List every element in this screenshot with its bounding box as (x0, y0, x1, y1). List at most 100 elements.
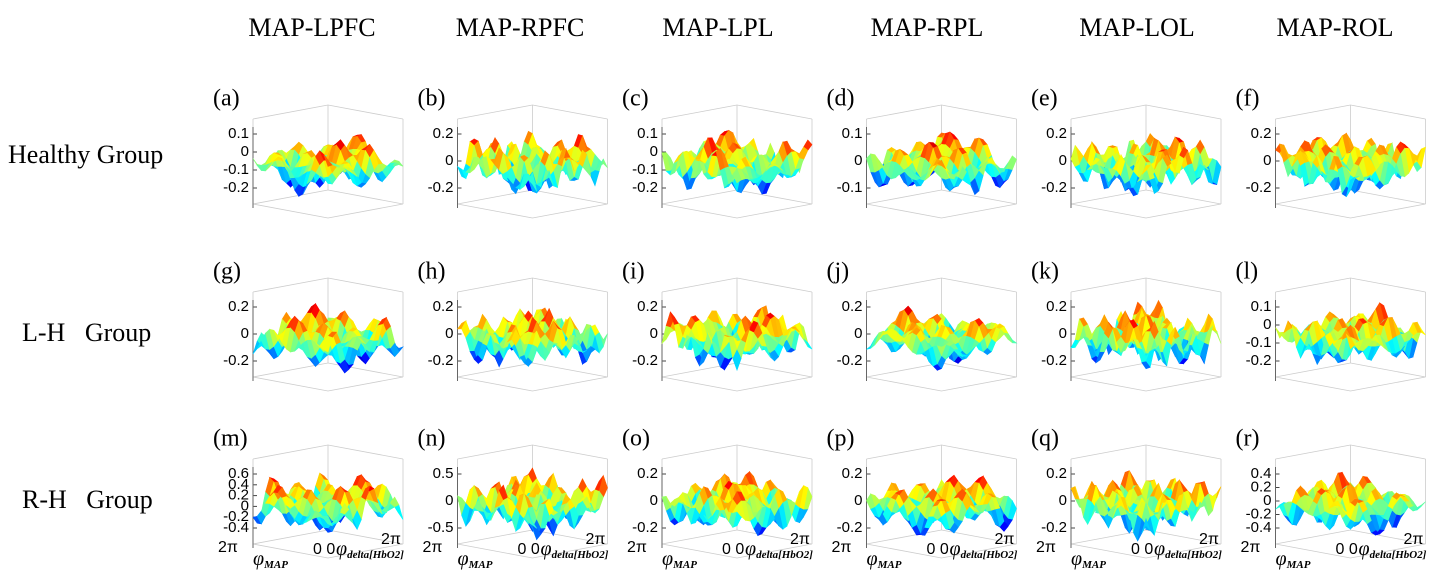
box-edge (1071, 278, 1146, 292)
z-tick-label: 0.2 (433, 125, 454, 142)
panel: (h)0.20-0.2 (418, 259, 608, 392)
column-header: MAP-LPL (662, 13, 773, 42)
z-tick-label: -0.2 (1041, 179, 1067, 196)
axis-label: φMAP (253, 548, 288, 571)
column-header: MAP-RPL (871, 13, 984, 42)
panel-letter: (n) (418, 426, 446, 452)
panel-letter: (j) (827, 259, 850, 285)
box-edge (1146, 278, 1221, 292)
z-tick-label: 0 (650, 492, 658, 509)
column-header: MAP-ROL (1276, 13, 1393, 42)
column-header: MAP-RPFC (456, 13, 585, 42)
z-tick-label: 0.2 (1046, 298, 1067, 315)
box-edge (942, 105, 1017, 119)
box-edge (1276, 363, 1351, 377)
panel-letter: (g) (213, 259, 241, 285)
panel-letter: (c) (622, 86, 649, 112)
box-edge (1071, 377, 1146, 391)
axis-end-label: 2π (381, 531, 401, 548)
box-edge (1146, 204, 1221, 218)
panel: (j)0.20-0.2 (827, 259, 1017, 392)
box-edge (1146, 377, 1221, 391)
z-tick-label: -0.2 (428, 179, 454, 196)
box-edge (1351, 278, 1426, 292)
box-edge (533, 278, 608, 292)
box-edge (253, 445, 328, 459)
axis-subscript: MAP (468, 559, 493, 571)
box-edge (737, 278, 812, 292)
column-header: MAP-LPFC (248, 13, 375, 42)
panel: (d)0.10-0.1 (827, 86, 1017, 219)
panel-letter: (e) (1031, 86, 1058, 112)
panel-letter: (h) (418, 259, 446, 285)
panel-letter: (l) (1236, 259, 1259, 285)
axis-symbol: φ (253, 548, 264, 570)
column-header: MAP-LOL (1079, 13, 1195, 42)
z-tick-label: 0 (241, 325, 249, 342)
box-edge (662, 204, 737, 218)
panel-letter: (m) (213, 426, 248, 452)
box-edge (867, 377, 942, 391)
z-tick-label: 0 (445, 152, 453, 169)
panel: (n)0.50-0.52πφMAP0 0φdelta[HbO2]2π (418, 426, 609, 571)
box-edge (328, 445, 403, 459)
box-edge (867, 278, 942, 292)
panel: (i)0.20-0.2 (622, 259, 812, 392)
box-edge (328, 204, 403, 218)
z-tick-label: 0.2 (842, 298, 863, 315)
z-tick-label: 0.1 (637, 125, 658, 142)
box-edge (1276, 377, 1351, 391)
box-edge (737, 377, 812, 391)
panel: (f)0.20-0.2 (1236, 86, 1426, 219)
z-tick-label: -0.1 (837, 179, 863, 196)
box-edge (253, 278, 328, 292)
box-edge (458, 105, 533, 119)
box-edge (867, 204, 942, 218)
box-edge (328, 190, 403, 204)
z-tick-label: 0 (650, 143, 658, 160)
box-edge (737, 363, 812, 377)
box-edge (1071, 204, 1146, 218)
z-tick-label: 0 (1059, 152, 1067, 169)
panel: (k)0.20-0.2 (1031, 259, 1221, 392)
z-tick-label: 0.2 (637, 465, 658, 482)
box-edge (942, 204, 1017, 218)
z-tick-label: -0.4 (223, 519, 249, 536)
box-edge (1071, 363, 1146, 377)
box-edge (1276, 105, 1351, 119)
box-edge (458, 377, 533, 391)
box-edge (328, 105, 403, 119)
box-edge (867, 363, 942, 377)
z-tick-label: 0 (1059, 325, 1067, 342)
z-tick-label: -0.1 (223, 161, 249, 178)
z-tick-label: -0.1 (1246, 334, 1272, 351)
axis-origin-label: 0 0 (313, 541, 335, 558)
z-tick-label: 0.5 (433, 465, 454, 482)
z-tick-label: -0.2 (1041, 352, 1067, 369)
surface-patch (253, 159, 261, 166)
z-tick-label: -0.1 (632, 161, 658, 178)
panel: (e)0.20-0.2 (1031, 86, 1221, 219)
box-edge (1351, 363, 1426, 377)
box-edge (867, 190, 942, 204)
surface-patch (1213, 330, 1221, 344)
axis-end-label: 2π (218, 539, 238, 556)
z-tick-label: -0.2 (837, 352, 863, 369)
box-edge (662, 190, 737, 204)
z-tick-label: -0.2 (428, 352, 454, 369)
surface-patch (395, 505, 403, 520)
axis-symbol: φ (458, 548, 469, 570)
panel-letter: (i) (622, 259, 645, 285)
z-tick-label: 0.2 (637, 298, 658, 315)
box-edge (662, 105, 737, 119)
axis-origin-label: 0 0 (518, 541, 540, 558)
box-edge (328, 377, 403, 391)
panel: (b)0.20-0.2 (418, 86, 608, 219)
box-edge (533, 204, 608, 218)
z-tick-label: 0.2 (433, 298, 454, 315)
box-edge (737, 204, 812, 218)
box-edge (533, 105, 608, 119)
box-edge (1146, 363, 1221, 377)
box-edge (737, 445, 812, 459)
box-edge (458, 278, 533, 292)
